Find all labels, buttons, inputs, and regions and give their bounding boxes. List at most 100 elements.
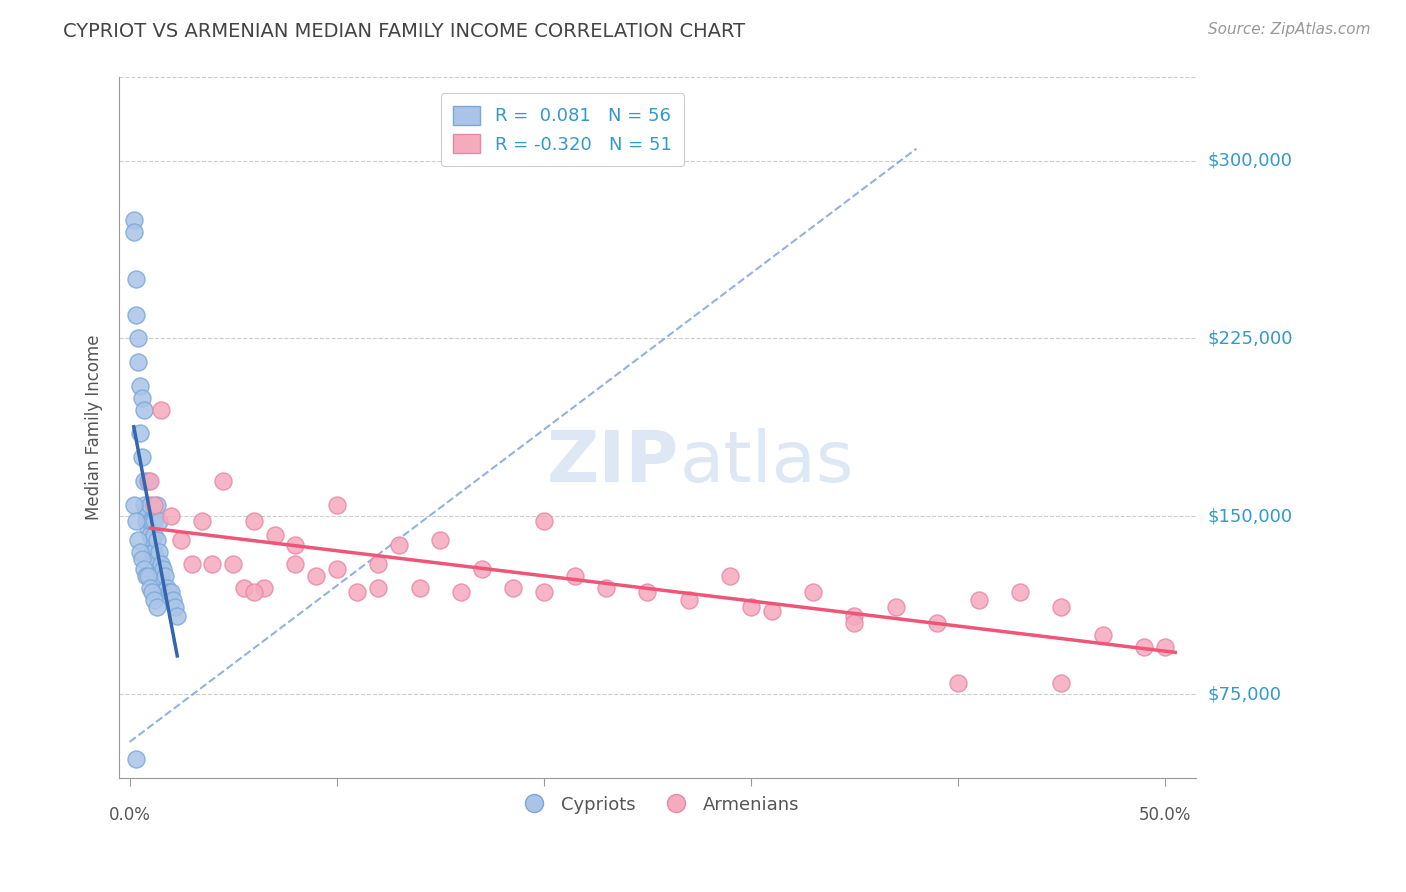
Point bbox=[143, 545, 166, 559]
Point bbox=[143, 498, 166, 512]
Point bbox=[125, 514, 148, 528]
Point bbox=[122, 498, 145, 512]
Point bbox=[564, 569, 586, 583]
Point bbox=[191, 514, 214, 528]
Point bbox=[134, 562, 156, 576]
Point bbox=[139, 474, 162, 488]
Point bbox=[134, 474, 156, 488]
Point bbox=[678, 592, 700, 607]
Point bbox=[148, 545, 170, 559]
Text: Source: ZipAtlas.com: Source: ZipAtlas.com bbox=[1208, 22, 1371, 37]
Point bbox=[129, 379, 152, 393]
Point bbox=[141, 514, 163, 528]
Point bbox=[122, 225, 145, 239]
Text: $75,000: $75,000 bbox=[1208, 685, 1281, 704]
Text: ZIP: ZIP bbox=[547, 428, 679, 497]
Point bbox=[718, 569, 741, 583]
Point bbox=[139, 528, 162, 542]
Text: $225,000: $225,000 bbox=[1208, 329, 1292, 348]
Point bbox=[131, 450, 153, 465]
Point bbox=[127, 355, 149, 369]
Point bbox=[927, 616, 949, 631]
Point bbox=[149, 402, 172, 417]
Point bbox=[595, 581, 617, 595]
Point bbox=[136, 505, 159, 519]
Point bbox=[141, 533, 163, 548]
Point bbox=[156, 581, 179, 595]
Point bbox=[139, 498, 162, 512]
Text: 0.0%: 0.0% bbox=[108, 806, 150, 824]
Point bbox=[149, 569, 172, 583]
Point bbox=[325, 498, 347, 512]
Point bbox=[149, 557, 172, 571]
Point bbox=[148, 514, 170, 528]
Point bbox=[170, 533, 193, 548]
Point bbox=[232, 581, 254, 595]
Point bbox=[136, 521, 159, 535]
Point bbox=[141, 545, 163, 559]
Point bbox=[1050, 599, 1073, 614]
Point bbox=[844, 609, 866, 624]
Point bbox=[166, 609, 188, 624]
Point bbox=[263, 528, 285, 542]
Point bbox=[127, 533, 149, 548]
Point bbox=[135, 505, 157, 519]
Point bbox=[284, 557, 307, 571]
Point bbox=[139, 514, 162, 528]
Point bbox=[145, 533, 167, 548]
Point bbox=[129, 426, 152, 441]
Text: 50.0%: 50.0% bbox=[1139, 806, 1191, 824]
Point bbox=[243, 514, 266, 528]
Point bbox=[145, 599, 167, 614]
Point bbox=[141, 585, 163, 599]
Point bbox=[429, 533, 451, 548]
Point bbox=[134, 402, 156, 417]
Point bbox=[502, 581, 524, 595]
Point bbox=[801, 585, 824, 599]
Point bbox=[884, 599, 907, 614]
Point bbox=[253, 581, 276, 595]
Point bbox=[125, 751, 148, 765]
Point bbox=[136, 569, 159, 583]
Point bbox=[143, 514, 166, 528]
Point bbox=[740, 599, 762, 614]
Point bbox=[367, 557, 389, 571]
Legend: Cypriots, Armenians: Cypriots, Armenians bbox=[509, 789, 807, 821]
Point bbox=[160, 585, 183, 599]
Point bbox=[222, 557, 245, 571]
Point bbox=[135, 514, 157, 528]
Point bbox=[143, 528, 166, 542]
Point bbox=[157, 585, 180, 599]
Point bbox=[1133, 640, 1156, 654]
Text: $150,000: $150,000 bbox=[1208, 508, 1292, 525]
Point bbox=[134, 498, 156, 512]
Point bbox=[125, 272, 148, 286]
Point bbox=[145, 498, 167, 512]
Point bbox=[148, 562, 170, 576]
Point bbox=[143, 592, 166, 607]
Point bbox=[131, 552, 153, 566]
Point bbox=[284, 538, 307, 552]
Point bbox=[201, 557, 224, 571]
Point bbox=[1050, 675, 1073, 690]
Point bbox=[1008, 585, 1031, 599]
Point bbox=[533, 585, 555, 599]
Text: CYPRIOT VS ARMENIAN MEDIAN FAMILY INCOME CORRELATION CHART: CYPRIOT VS ARMENIAN MEDIAN FAMILY INCOME… bbox=[63, 22, 745, 41]
Text: atlas: atlas bbox=[679, 428, 853, 497]
Point bbox=[967, 592, 990, 607]
Point bbox=[211, 474, 233, 488]
Point bbox=[160, 509, 183, 524]
Point bbox=[471, 562, 494, 576]
Point bbox=[1154, 640, 1177, 654]
Point bbox=[1091, 628, 1114, 642]
Point bbox=[165, 599, 187, 614]
Point bbox=[145, 552, 167, 566]
Point bbox=[127, 331, 149, 345]
Point bbox=[388, 538, 411, 552]
Point bbox=[243, 585, 266, 599]
Point bbox=[152, 562, 174, 576]
Point bbox=[408, 581, 430, 595]
Point bbox=[136, 474, 159, 488]
Point bbox=[325, 562, 347, 576]
Point bbox=[636, 585, 658, 599]
